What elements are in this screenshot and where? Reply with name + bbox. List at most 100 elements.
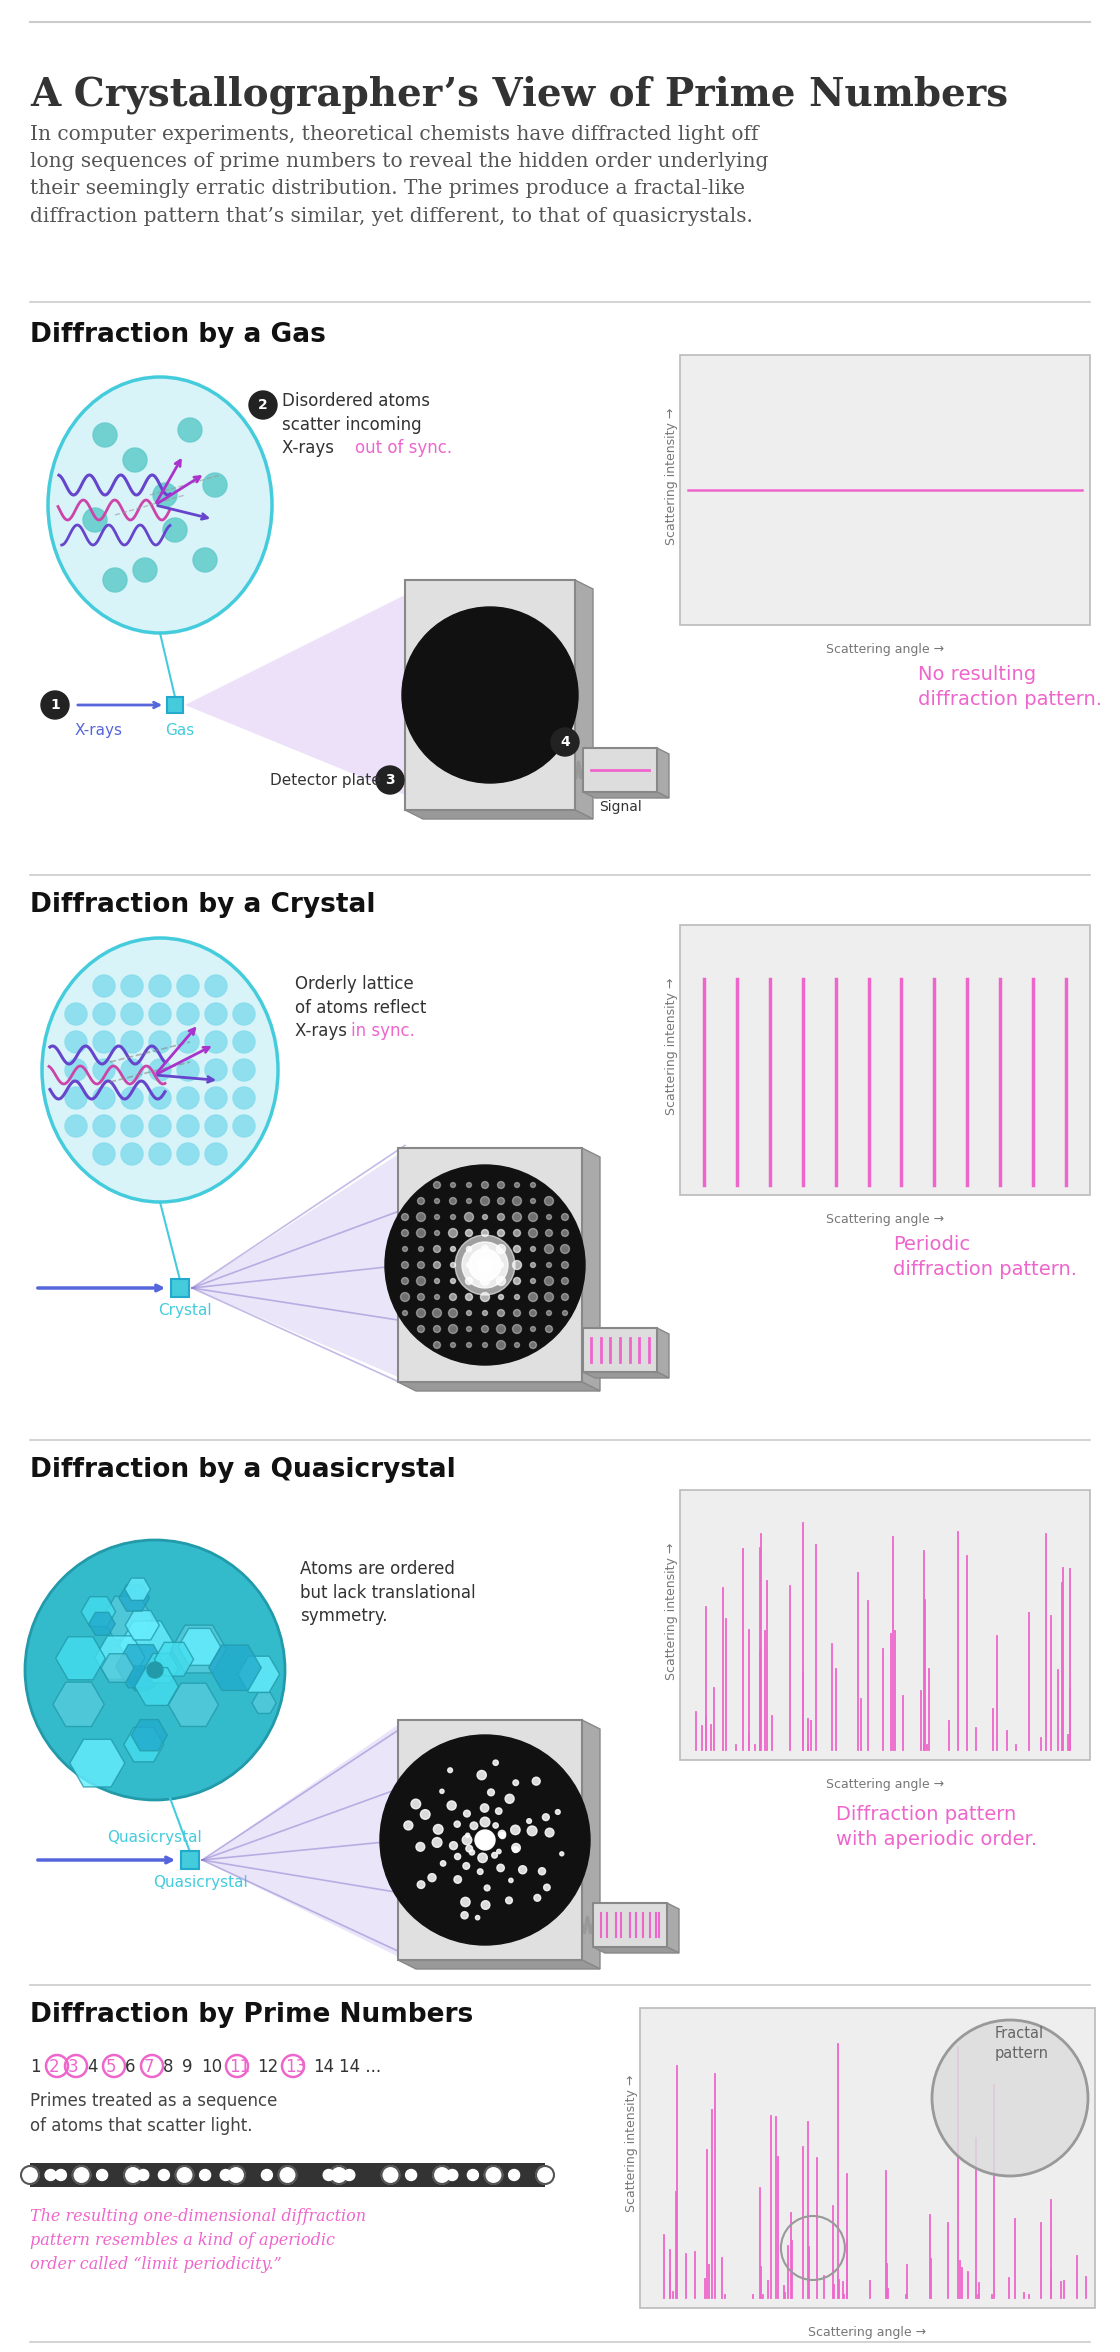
Polygon shape — [237, 1656, 280, 1693]
Text: Diffraction pattern
with aperiodic order.: Diffraction pattern with aperiodic order… — [836, 1804, 1037, 1849]
Circle shape — [402, 607, 578, 783]
Circle shape — [493, 1759, 498, 1766]
Circle shape — [418, 1294, 424, 1301]
Circle shape — [487, 1790, 494, 1797]
Circle shape — [498, 1830, 505, 1837]
Circle shape — [205, 976, 227, 997]
Text: 9: 9 — [181, 2058, 193, 2077]
Circle shape — [45, 2169, 56, 2180]
Circle shape — [531, 1247, 535, 1251]
Circle shape — [344, 2169, 355, 2180]
Polygon shape — [102, 1597, 152, 1639]
Polygon shape — [192, 1150, 405, 1381]
Text: Crystal: Crystal — [158, 1303, 212, 1317]
Circle shape — [497, 1865, 504, 1872]
Circle shape — [469, 1249, 501, 1282]
Circle shape — [461, 1242, 508, 1289]
Circle shape — [402, 1310, 408, 1315]
Circle shape — [376, 767, 404, 795]
Circle shape — [419, 1247, 423, 1251]
Polygon shape — [252, 1693, 277, 1715]
Circle shape — [514, 1183, 520, 1188]
Circle shape — [513, 1780, 519, 1785]
Polygon shape — [101, 1653, 134, 1682]
Circle shape — [65, 1087, 87, 1110]
Circle shape — [433, 2166, 451, 2185]
Circle shape — [513, 1197, 522, 1207]
Text: Disordered atoms
scatter incoming
X-rays: Disordered atoms scatter incoming X-rays — [282, 393, 430, 456]
Circle shape — [469, 1849, 475, 1856]
Circle shape — [544, 1277, 553, 1287]
Circle shape — [529, 1228, 538, 1237]
Circle shape — [149, 1115, 171, 1136]
Polygon shape — [167, 696, 183, 713]
Text: 5: 5 — [106, 2058, 116, 2077]
Circle shape — [405, 2169, 417, 2180]
Circle shape — [545, 1828, 554, 1837]
Circle shape — [498, 1263, 504, 1268]
Circle shape — [475, 1915, 479, 1919]
Ellipse shape — [43, 938, 278, 1202]
Polygon shape — [592, 1947, 679, 1952]
Circle shape — [496, 1341, 505, 1350]
Text: 3: 3 — [385, 774, 395, 788]
Polygon shape — [88, 1613, 115, 1635]
Circle shape — [93, 1115, 115, 1136]
Text: Primes treated as a sequence
of atoms that scatter light.: Primes treated as a sequence of atoms th… — [30, 2091, 278, 2136]
Circle shape — [497, 1197, 504, 1204]
Circle shape — [433, 1261, 440, 1268]
Circle shape — [547, 1214, 551, 1218]
Circle shape — [65, 1030, 87, 1054]
Circle shape — [121, 976, 143, 997]
Polygon shape — [95, 1637, 146, 1679]
Circle shape — [544, 1294, 553, 1301]
Circle shape — [177, 1030, 199, 1054]
Circle shape — [385, 1164, 585, 1364]
Circle shape — [450, 1279, 456, 1284]
Circle shape — [495, 1809, 502, 1813]
Circle shape — [149, 1143, 171, 1164]
Circle shape — [383, 2169, 398, 2183]
Circle shape — [467, 1343, 472, 1348]
Circle shape — [401, 1294, 410, 1301]
Text: 4: 4 — [87, 2058, 97, 2077]
Polygon shape — [69, 1740, 124, 1788]
Polygon shape — [398, 1719, 582, 1959]
Circle shape — [561, 1261, 569, 1268]
Circle shape — [433, 1181, 440, 1188]
Circle shape — [401, 1277, 409, 1284]
Circle shape — [470, 1823, 478, 1830]
Circle shape — [526, 1818, 532, 1823]
Circle shape — [477, 1771, 486, 1780]
Text: 14 ...: 14 ... — [339, 2058, 381, 2077]
Polygon shape — [657, 1329, 669, 1378]
Circle shape — [433, 1247, 440, 1254]
Circle shape — [477, 1870, 483, 1875]
Circle shape — [529, 1294, 538, 1301]
Text: Diffraction by a Crystal: Diffraction by a Crystal — [30, 891, 375, 917]
Circle shape — [435, 1230, 439, 1235]
Circle shape — [450, 1343, 456, 1348]
Circle shape — [513, 1277, 521, 1284]
Circle shape — [149, 1087, 171, 1110]
Circle shape — [149, 1030, 171, 1054]
Circle shape — [133, 557, 157, 581]
Text: Detector plate: Detector plate — [270, 771, 381, 788]
Text: Orderly lattice
of atoms reflect
X-rays: Orderly lattice of atoms reflect X-rays — [295, 976, 427, 1040]
Circle shape — [513, 1310, 521, 1317]
Circle shape — [467, 1327, 472, 1331]
Circle shape — [205, 1115, 227, 1136]
Circle shape — [465, 1214, 474, 1221]
Circle shape — [531, 1327, 535, 1331]
Circle shape — [485, 2166, 503, 2185]
Circle shape — [433, 1341, 440, 1348]
Circle shape — [562, 1310, 568, 1315]
Polygon shape — [405, 581, 575, 809]
Circle shape — [121, 1030, 143, 1054]
Circle shape — [125, 2169, 140, 2183]
Circle shape — [513, 1230, 521, 1237]
Circle shape — [513, 1846, 519, 1853]
Circle shape — [467, 2169, 478, 2180]
Circle shape — [449, 1197, 457, 1204]
Circle shape — [93, 1087, 115, 1110]
